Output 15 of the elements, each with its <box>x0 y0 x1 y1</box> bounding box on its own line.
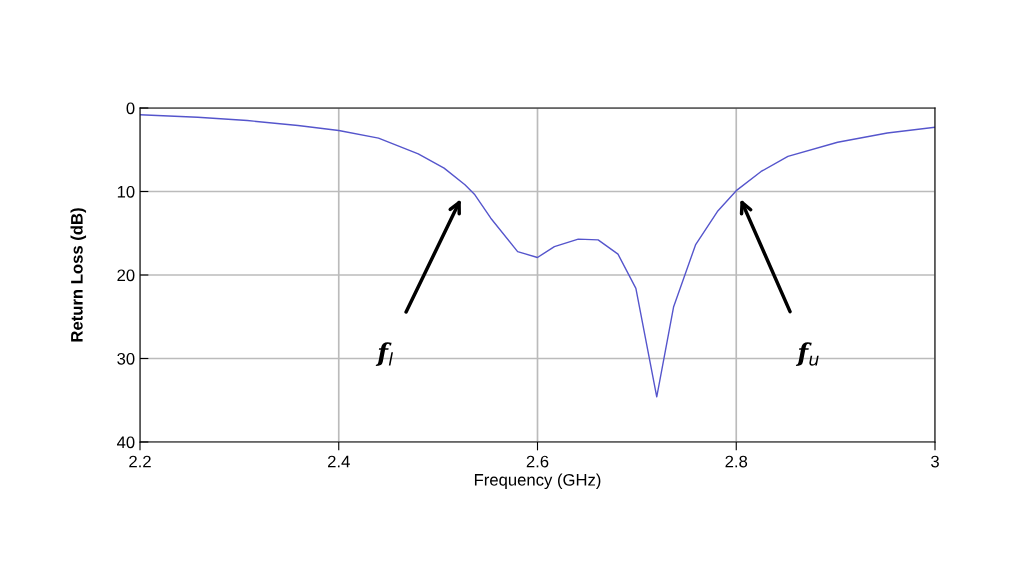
x-tick-label: 2.4 <box>328 455 350 468</box>
annotation: f$_{l}$ <box>375 342 393 367</box>
y-tick-label: 10 <box>117 185 135 198</box>
x-tick-label: 2.6 <box>526 455 549 468</box>
y-axis-title: Return Loss (dB) <box>70 208 87 342</box>
x-tick-label: 2.2 <box>129 455 151 468</box>
x-tick-label: 3 <box>931 455 939 468</box>
x-tick-label: 2.8 <box>725 455 748 468</box>
annotation: f$_{u}$ <box>795 342 819 367</box>
line-series <box>140 113 935 398</box>
y-tick-label: 0 <box>126 102 135 115</box>
y-tick-label: 30 <box>117 352 135 365</box>
x-axis-title: Frequency (GHz) <box>474 473 601 490</box>
y-tick-label: 20 <box>117 269 135 282</box>
y-tick-label: 40 <box>116 436 135 449</box>
